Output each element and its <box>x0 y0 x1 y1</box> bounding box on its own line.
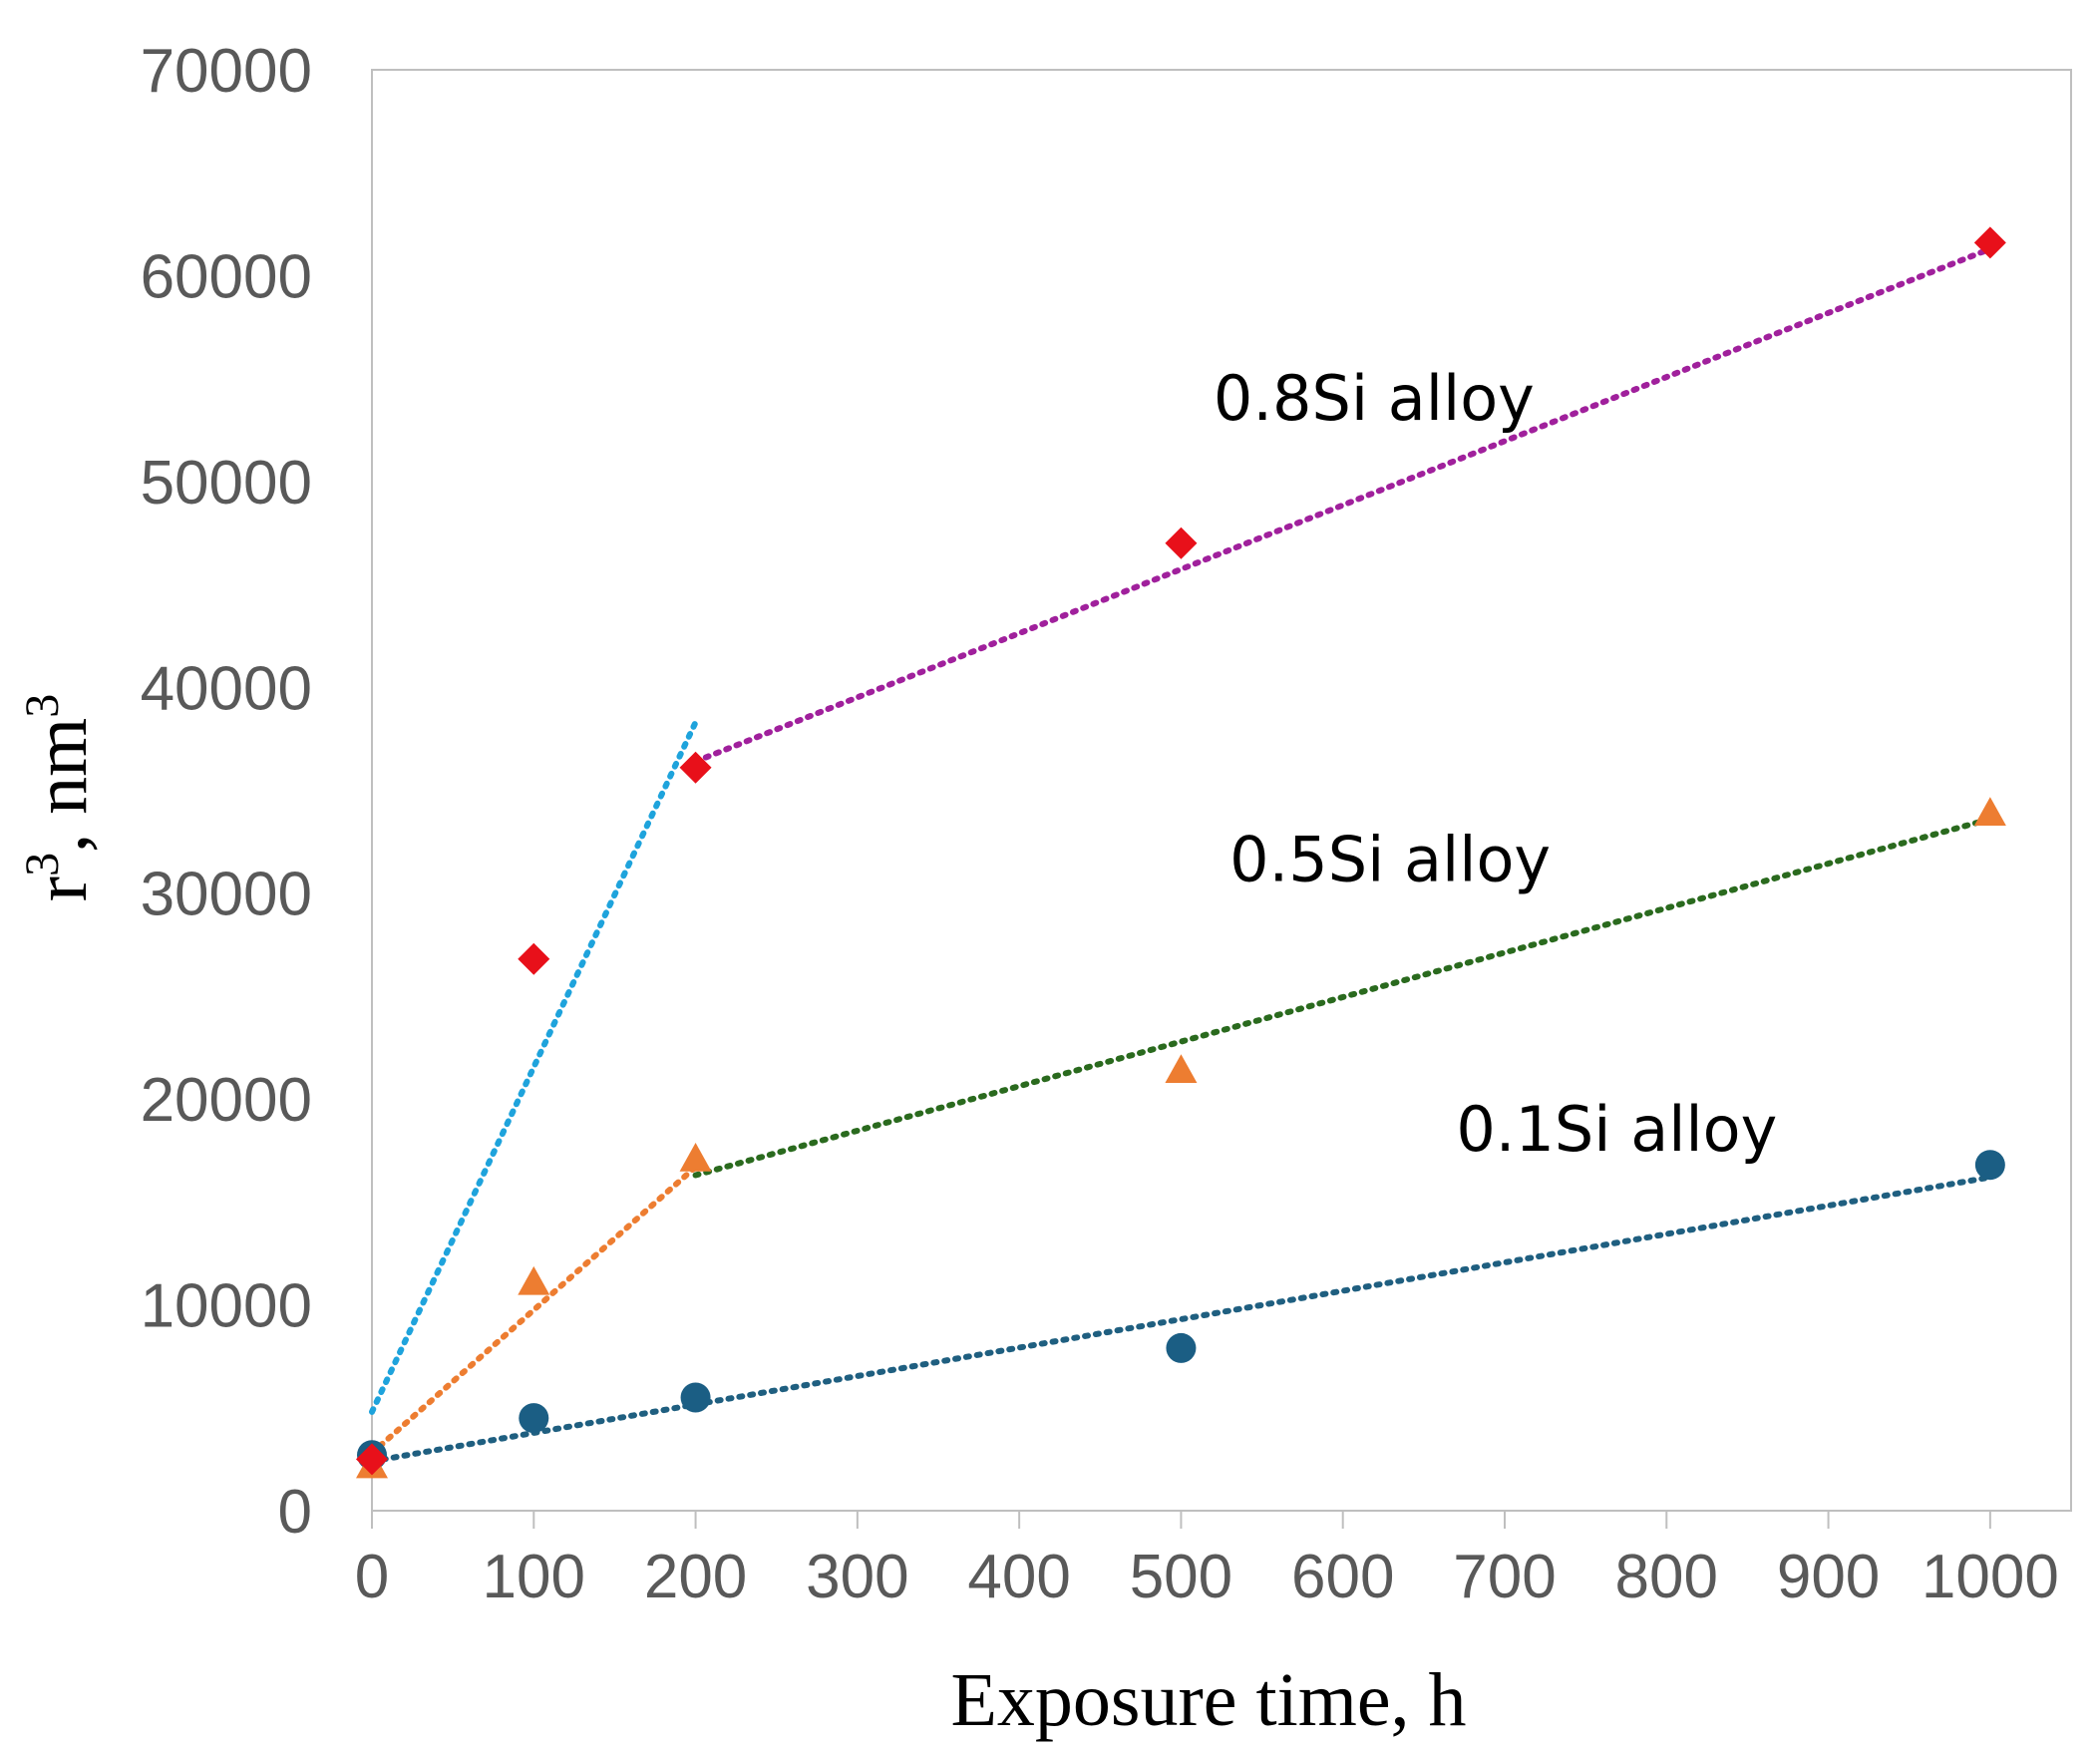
data-point <box>1165 1054 1198 1084</box>
trendline <box>369 719 699 1415</box>
data-point <box>1973 226 2006 259</box>
y-tick-label: 50000 <box>141 449 312 518</box>
y-axis-ticks: 0 10000 20000 30000 40000 50000 60000 70000 <box>141 37 312 1547</box>
x-axis-ticks: 0 100 200 300 400 500 600 700 800 900 1000 <box>355 1511 2059 1611</box>
trendline <box>369 1174 1993 1465</box>
x-tick-label: 300 <box>806 1543 908 1611</box>
y-tick-label: 10000 <box>141 1272 312 1341</box>
x-tick-label: 200 <box>644 1543 747 1611</box>
x-tick-label: 500 <box>1130 1543 1232 1611</box>
data-point <box>1165 526 1198 559</box>
y-axis-title: r3, nm3 <box>16 694 103 901</box>
data-point <box>519 1403 549 1434</box>
y-tick-label: 30000 <box>141 861 312 929</box>
data-point <box>680 1382 711 1413</box>
plot-area <box>371 69 2072 1512</box>
data-point <box>356 1443 388 1476</box>
data-point <box>1166 1332 1197 1363</box>
y-axis-title-sup: 3 <box>16 853 69 876</box>
x-tick-label: 400 <box>967 1543 1070 1611</box>
trendline <box>692 816 1993 1179</box>
x-tick-label: 700 <box>1453 1543 1556 1611</box>
x-tick-label: 800 <box>1615 1543 1718 1611</box>
trendline <box>369 1164 699 1457</box>
x-tick-label: 600 <box>1291 1543 1394 1611</box>
trendlines <box>369 245 1993 1465</box>
x-tick-label: 0 <box>355 1543 389 1611</box>
series-annotations: 0.8Si alloy 0.5Si alloy 0.1Si alloy <box>1214 362 1777 1166</box>
y-tick-label: 0 <box>278 1478 312 1547</box>
data-point <box>518 942 550 975</box>
series-annotation: 0.8Si alloy <box>1214 362 1535 435</box>
x-tick-label: 900 <box>1777 1543 1880 1611</box>
data-point <box>1974 1150 2005 1181</box>
x-axis-title: Exposure time, h <box>950 1658 1466 1742</box>
y-axis-title-unit: , nm <box>19 718 103 853</box>
y-tick-label: 70000 <box>141 37 312 106</box>
data-point <box>1973 797 2006 827</box>
series-annotation: 0.5Si alloy <box>1229 823 1551 895</box>
y-tick-label: 40000 <box>141 654 312 723</box>
y-tick-label: 60000 <box>141 242 312 311</box>
data-point <box>679 751 712 784</box>
y-axis-title-unit-sup: 3 <box>16 694 69 718</box>
x-tick-label: 100 <box>483 1543 585 1611</box>
x-tick-label: 1000 <box>1922 1543 2059 1611</box>
y-tick-label: 20000 <box>141 1066 312 1135</box>
trendline <box>692 245 1993 765</box>
data-markers <box>356 226 2006 1479</box>
series-annotation: 0.1Si alloy <box>1456 1093 1777 1166</box>
y-axis-title-base: r <box>19 876 103 901</box>
data-point <box>679 1143 712 1172</box>
data-point <box>518 1265 550 1295</box>
